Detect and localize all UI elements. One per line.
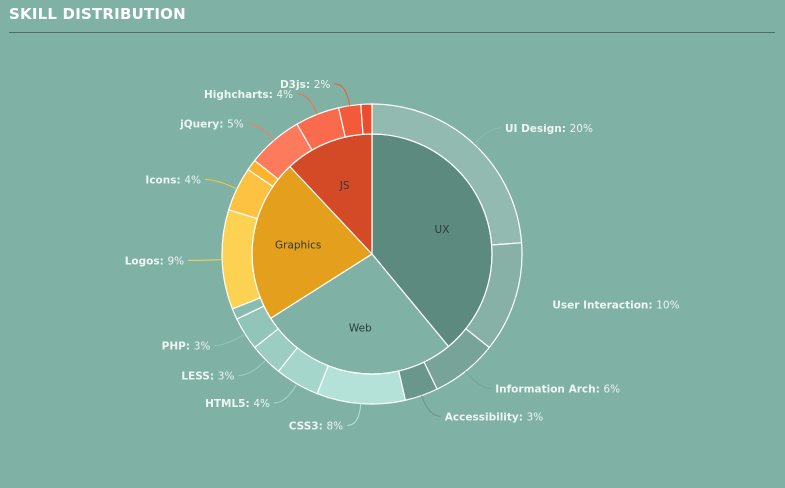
label-name: CSS3: (289, 421, 327, 433)
inner-labels: UX Web Graphics JS (275, 180, 449, 335)
inner-label-ux: UX (435, 224, 450, 236)
label-name: HTML5: (205, 398, 253, 410)
slice-labels: UI Design: 20% User Interaction: 10% Infor… (125, 79, 680, 433)
outer-ring (221, 103, 523, 405)
label-percent: 4% (253, 398, 270, 410)
title-divider (9, 32, 775, 33)
connector-user-interaction (515, 297, 549, 306)
label-information-arch: Information Arch: 6% (495, 383, 620, 395)
label-ui-design: UI Design: 20% (505, 123, 593, 135)
label-name: Accessibility: (445, 411, 527, 423)
label-percent: 3% (194, 341, 211, 353)
inner-label-js: JS (339, 180, 350, 192)
label-percent: 8% (326, 421, 343, 433)
label-php: PHP: 3% (162, 341, 211, 353)
label-name: LESS: (181, 371, 217, 383)
connector-information-arch (465, 370, 492, 389)
label-icons: Icons: 4% (145, 174, 201, 186)
inner-label-graphics: Graphics (275, 240, 321, 252)
inner-ring (251, 133, 493, 375)
label-percent: 4% (184, 174, 201, 186)
label-percent: 3% (218, 371, 235, 383)
connector-d3js (334, 83, 351, 106)
label-connectors (188, 83, 549, 427)
label-accessibility: Accessibility: 3% (445, 411, 544, 423)
connector-php (214, 333, 246, 347)
label-percent: 4% (276, 89, 293, 101)
label-user-interaction: User Interaction: 10% (552, 300, 679, 312)
label-percent: 6% (603, 383, 620, 395)
label-name: User Interaction: (552, 300, 656, 312)
connector-logos (188, 259, 223, 261)
label-less: LESS: 3% (181, 371, 234, 383)
label-percent: 9% (167, 255, 184, 267)
label-percent: 3% (527, 411, 544, 423)
label-name: D3js: (280, 79, 314, 91)
connector-html5 (273, 383, 298, 404)
label-name: UI Design: (505, 123, 570, 135)
connector-ui-design (473, 127, 502, 145)
label-logos: Logos: 9% (125, 255, 184, 267)
label-percent: 2% (314, 79, 331, 91)
page-title: SKILL DISTRIBUTION (9, 5, 186, 23)
connector-highcharts (297, 93, 318, 115)
label-jquery: jQuery: 5% (179, 119, 244, 131)
label-name: Information Arch: (495, 383, 603, 395)
label-name: Logos: (125, 255, 168, 267)
label-percent: 20% (570, 123, 593, 135)
label-css3: CSS3: 8% (289, 421, 343, 433)
connector-less (238, 359, 267, 377)
label-d3js: D3js: 2% (280, 79, 330, 91)
label-highcharts: Highcharts: 4% (204, 89, 293, 101)
label-name: PHP: (162, 341, 194, 353)
connector-jquery (247, 123, 275, 141)
connector-css3 (347, 403, 362, 427)
label-html5: HTML5: 4% (205, 398, 270, 410)
connector-accessibility (421, 395, 441, 417)
label-name: Icons: (145, 174, 184, 186)
outer-slice-unlabeled-15[interactable] (360, 103, 373, 135)
connector-icons (205, 178, 238, 190)
inner-label-web: Web (349, 322, 372, 334)
label-name: jQuery: (179, 119, 227, 131)
label-percent: 10% (656, 300, 679, 312)
label-name: Highcharts: (204, 89, 276, 101)
label-percent: 5% (227, 119, 244, 131)
